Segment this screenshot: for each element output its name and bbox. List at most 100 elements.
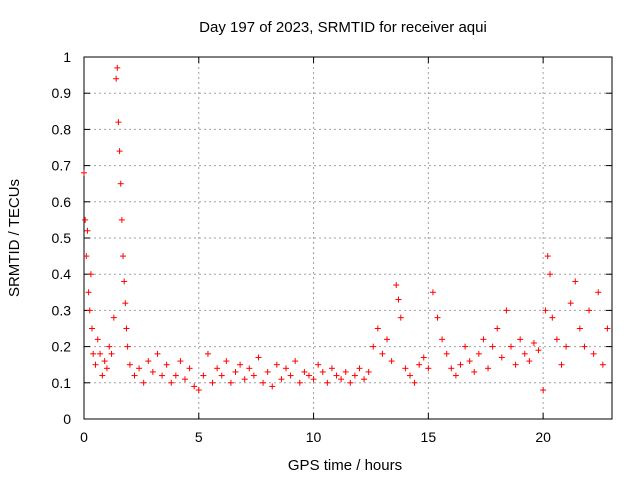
data-point (572, 278, 579, 285)
data-point (429, 289, 436, 296)
data-point (223, 358, 230, 365)
y-tick-label: 0.3 (52, 302, 72, 318)
data-point (549, 314, 556, 321)
data-point (544, 253, 551, 260)
data-point (126, 361, 133, 368)
data-point (521, 350, 528, 357)
data-point (89, 325, 96, 332)
data-point (269, 383, 276, 390)
data-point (264, 368, 271, 375)
data-point (411, 379, 418, 386)
data-point (86, 307, 93, 314)
data-point (94, 336, 101, 343)
data-point (97, 350, 104, 357)
data-point (154, 350, 161, 357)
data-point (92, 361, 99, 368)
data-point (246, 365, 253, 372)
data-point (397, 314, 404, 321)
data-point (255, 354, 262, 361)
y-tick-label: 0.9 (52, 85, 72, 101)
data-point (83, 253, 90, 260)
data-point (462, 343, 469, 350)
data-point (113, 75, 120, 82)
y-tick-label: 0.8 (52, 121, 72, 137)
data-point (114, 64, 121, 71)
grid-layer (84, 57, 612, 419)
data-point (122, 300, 129, 307)
data-point (434, 314, 441, 321)
data-point (186, 365, 193, 372)
data-point (586, 307, 593, 314)
data-point (517, 336, 524, 343)
y-tick-label: 0.1 (52, 375, 72, 391)
data-point (406, 372, 413, 379)
data-point (115, 119, 122, 126)
data-point (388, 358, 395, 365)
data-point (448, 365, 455, 372)
data-point (195, 387, 202, 394)
data-point (204, 350, 211, 357)
data-point (471, 368, 478, 375)
data-point (374, 325, 381, 332)
data-points-layer (81, 64, 611, 394)
y-axis-label: SRMTID / TECUs (6, 179, 23, 297)
data-point (123, 325, 130, 332)
data-point (443, 350, 450, 357)
data-point (342, 368, 349, 375)
data-point (319, 368, 326, 375)
data-point (595, 289, 602, 296)
data-point (140, 379, 147, 386)
data-point (475, 350, 482, 357)
data-point (324, 379, 331, 386)
data-point (218, 372, 225, 379)
data-point (567, 300, 574, 307)
data-point (425, 365, 432, 372)
data-point (108, 350, 115, 357)
data-point (177, 358, 184, 365)
x-tick-label: 5 (195, 429, 203, 445)
data-point (402, 365, 409, 372)
y-tick-label: 0.5 (52, 230, 72, 246)
data-point (182, 376, 189, 383)
data-point (416, 361, 423, 368)
data-point (85, 289, 92, 296)
data-point (273, 361, 280, 368)
data-point (159, 372, 166, 379)
data-point (498, 354, 505, 361)
data-point (480, 336, 487, 343)
data-point (494, 325, 501, 332)
data-point (384, 336, 391, 343)
data-point (87, 271, 94, 278)
data-point (121, 278, 128, 285)
data-point (250, 372, 257, 379)
data-point (172, 372, 179, 379)
data-point (581, 343, 588, 350)
data-point (452, 372, 459, 379)
data-point (333, 372, 340, 379)
data-point (553, 336, 560, 343)
data-point (117, 180, 124, 187)
data-point (283, 365, 290, 372)
data-point (81, 169, 87, 176)
data-point (547, 271, 554, 278)
y-tick-label: 0.4 (52, 266, 72, 282)
data-point (116, 148, 123, 155)
data-point (110, 314, 117, 321)
data-point (507, 343, 514, 350)
data-point (103, 365, 110, 372)
plot-frame (83, 56, 613, 420)
data-point (260, 379, 267, 386)
data-point (287, 372, 294, 379)
data-point (540, 387, 547, 394)
data-point (209, 379, 216, 386)
data-point (214, 365, 221, 372)
data-point (356, 365, 363, 372)
data-point (124, 343, 131, 350)
data-point (338, 376, 345, 383)
data-point (149, 368, 156, 375)
data-point (457, 361, 464, 368)
data-point (503, 307, 510, 314)
data-point (563, 343, 570, 350)
y-tick-label: 0.2 (52, 339, 72, 355)
